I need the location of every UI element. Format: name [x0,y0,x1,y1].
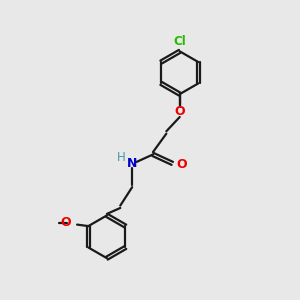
Text: Cl: Cl [173,35,186,48]
Text: O: O [61,216,71,229]
Text: N: N [127,157,137,170]
Text: H: H [116,151,125,164]
Text: O: O [177,158,188,171]
Text: O: O [174,106,185,118]
